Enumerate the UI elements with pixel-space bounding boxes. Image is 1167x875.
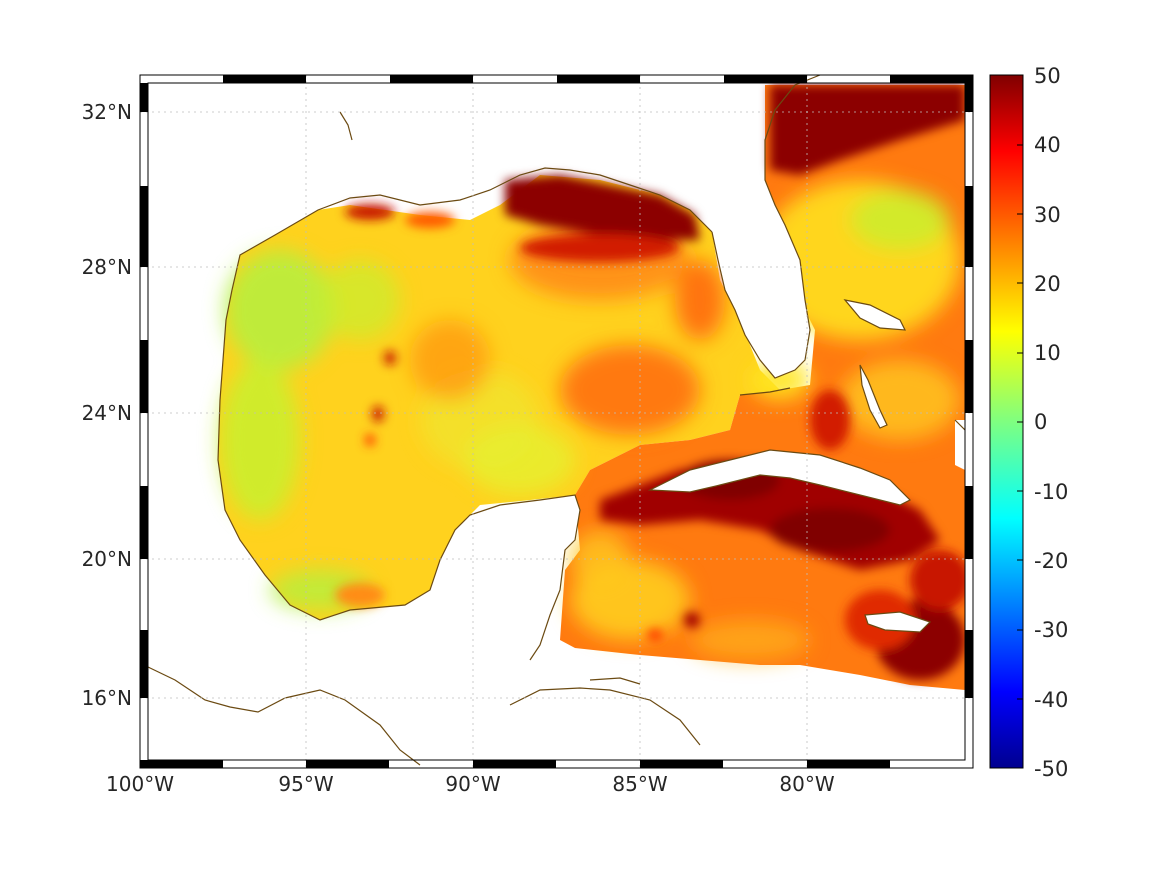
lat-tick-label: 16°N bbox=[82, 686, 132, 710]
data-field bbox=[218, 85, 970, 690]
lon-tick-label: 80°W bbox=[779, 772, 834, 796]
lon-tick-label: 90°W bbox=[445, 772, 500, 796]
colorbar-tick-label: -20 bbox=[1034, 549, 1068, 573]
colorbar-tick-label: 30 bbox=[1034, 203, 1061, 227]
colorbar-tick-label: 10 bbox=[1034, 341, 1061, 365]
lon-axis: 100°W 95°W 90°W 85°W 80°W bbox=[106, 772, 835, 796]
colorbar: 50 40 30 20 10 0 -10 -20 -30 -40 -50 bbox=[990, 64, 1068, 781]
lat-tick-label: 28°N bbox=[82, 255, 132, 279]
colorbar-tick-label: 20 bbox=[1034, 272, 1061, 296]
colorbar-tick-label: 0 bbox=[1034, 410, 1047, 434]
lon-tick-label: 100°W bbox=[106, 772, 174, 796]
lon-tick-label: 85°W bbox=[612, 772, 667, 796]
colorbar-tick-label: 40 bbox=[1034, 133, 1061, 157]
lat-tick-label: 32°N bbox=[82, 100, 132, 124]
colorbar-tick-label: -10 bbox=[1034, 480, 1068, 504]
lat-tick-label: 20°N bbox=[82, 547, 132, 571]
lat-axis: 32°N 28°N 24°N 20°N 16°N bbox=[82, 100, 132, 710]
colorbar-tick-label: 50 bbox=[1034, 64, 1061, 88]
colorbar-tick-label: -30 bbox=[1034, 618, 1068, 642]
lat-tick-label: 24°N bbox=[82, 401, 132, 425]
colorbar-tick-label: -40 bbox=[1034, 688, 1068, 712]
lon-tick-label: 95°W bbox=[278, 772, 333, 796]
colorbar-tick-label: -50 bbox=[1034, 757, 1068, 781]
